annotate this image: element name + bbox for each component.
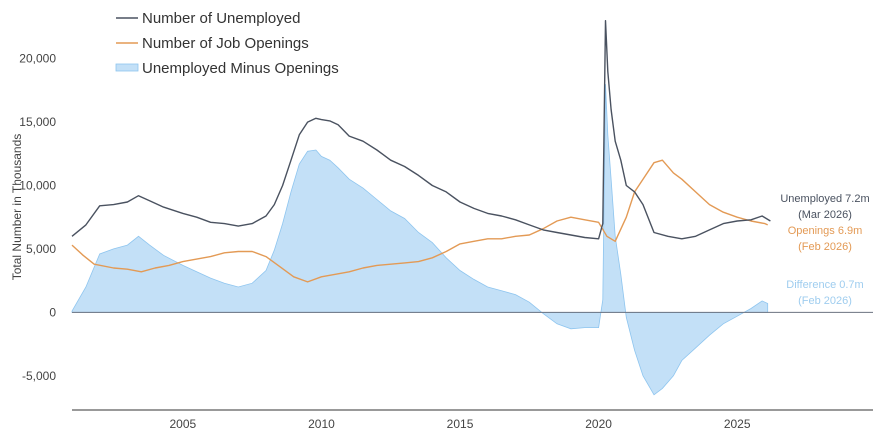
x-axis: 2005 2010 2015 2020 2025: [72, 409, 873, 431]
series-difference-area: [71, 84, 769, 396]
end-label-difference-value: Difference 0.7m: [786, 279, 863, 291]
x-tick-label: 2025: [724, 417, 751, 431]
y-tick-label: 5,000: [26, 242, 56, 256]
y-tick-label: 0: [49, 305, 56, 319]
end-label-unemployed-date: (Mar 2026): [798, 209, 852, 221]
end-label-openings-value: Openings 6.9m: [788, 225, 863, 237]
end-label-difference-date: (Feb 2026): [798, 295, 852, 307]
legend-item-unemployed: Number of Unemployed: [116, 10, 300, 27]
end-label-openings-date: (Feb 2026): [798, 241, 852, 253]
y-tick-label: 15,000: [19, 115, 56, 129]
legend-label-difference: Unemployed Minus Openings: [142, 60, 339, 77]
y-tick-label: 10,000: [19, 179, 56, 193]
end-label-unemployed-value: Unemployed 7.2m: [780, 193, 869, 205]
series-openings-line: [71, 159, 768, 283]
y-axis: -5,000 0 5,000 10,000 15,000 20,000: [19, 52, 56, 383]
x-tick-label: 2005: [170, 417, 197, 431]
y-tick-label: 20,000: [19, 52, 56, 66]
series-unemployed-line: [71, 20, 771, 240]
legend: Number of Unemployed Number of Job Openi…: [115, 10, 339, 77]
end-labels: Unemployed 7.2m (Mar 2026) Openings 6.9m…: [780, 193, 869, 307]
x-tick-label: 2020: [585, 417, 612, 431]
plot-area: [71, 20, 873, 396]
legend-label-unemployed: Number of Unemployed: [142, 10, 300, 27]
legend-swatch-difference: [115, 63, 139, 72]
legend-item-openings: Number of Job Openings: [116, 35, 309, 52]
legend-label-openings: Number of Job Openings: [142, 35, 309, 52]
legend-item-difference: Unemployed Minus Openings: [115, 60, 339, 77]
x-tick-label: 2010: [308, 417, 335, 431]
y-axis-label: Total Number in Thousands: [10, 134, 24, 281]
x-tick-label: 2015: [447, 417, 474, 431]
y-tick-label: -5,000: [22, 369, 56, 383]
